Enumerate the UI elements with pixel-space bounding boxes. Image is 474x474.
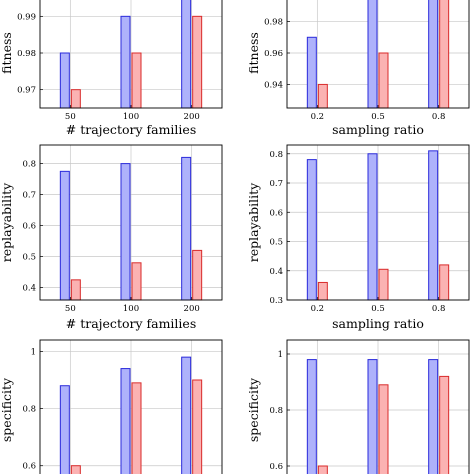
y-tick-label: 0.98 <box>17 49 36 59</box>
panel-specificity-trajectory-families: 0.60.8150100200 specificity <box>0 339 223 474</box>
y-tick-label: 0.4 <box>269 267 283 277</box>
y-tick-label: 1 <box>31 347 36 357</box>
y-tick-label: 0.6 <box>22 222 36 232</box>
bar-series-2-50 <box>70 279 81 301</box>
plot-frame <box>286 0 470 109</box>
y-tick-label: 0.98 <box>264 18 283 28</box>
y-tick-label: 0.7 <box>269 179 283 189</box>
bar-series-1-100 <box>120 15 131 109</box>
y-tick-label: 0.6 <box>269 208 283 218</box>
y-tick-label: 0.7 <box>22 191 36 201</box>
bar-series-1-50 <box>59 52 70 109</box>
bar-series-1-0.8 <box>428 359 439 474</box>
x-tick-label: 50 <box>65 304 76 314</box>
x-axis-label: sampling ratio <box>332 122 424 137</box>
x-tick-label: 0.8 <box>432 112 446 122</box>
y-tick-label: 0.8 <box>269 150 283 160</box>
bar-series-2-50 <box>70 89 81 109</box>
bar-series-1-0.8 <box>428 150 439 301</box>
x-tick-label: 100 <box>123 112 139 122</box>
y-tick-label: 0.99 <box>17 12 36 22</box>
x-axis-label: # trajectory families <box>66 122 196 137</box>
y-tick-label: 0.4 <box>22 284 36 294</box>
bar-series-1-0.2 <box>306 36 317 109</box>
x-tick-label: 0.5 <box>371 112 385 122</box>
panel-fitness-sampling-ratio: 0.94 0.96 0.98 0.2 0.5 0.8 fitness sampling r… <box>246 0 470 137</box>
plot-frame <box>39 0 223 109</box>
plot-frame <box>39 144 223 301</box>
y-tick-label: 0.94 <box>264 80 283 90</box>
bar-series-1-0.2 <box>306 159 317 301</box>
plot-frame <box>286 144 470 301</box>
y-tick-label: 0.8 <box>269 406 283 416</box>
y-tick-label: 0.96 <box>264 49 283 59</box>
bar-series-2-0.8 <box>439 264 450 301</box>
panel-fitness-trajectory-families: 0.97 0.98 0.99 50 100 200 fitness # trajector… <box>0 0 223 137</box>
bar-series-2-200 <box>192 379 203 474</box>
bar-series-1-50 <box>59 170 70 301</box>
y-tick-label: 0.6 <box>269 462 283 472</box>
y-axis-label: replayability <box>246 182 261 262</box>
x-tick-label: 0.5 <box>371 304 385 314</box>
bar-series-1-200 <box>181 156 192 301</box>
x-tick-label: 0.8 <box>432 304 446 314</box>
y-axis-label: specificity <box>0 377 14 442</box>
bar-series-1-200 <box>181 0 192 109</box>
y-tick-label: 1 <box>278 350 283 360</box>
bar-series-2-200 <box>192 249 203 301</box>
bar-series-1-50 <box>59 385 70 474</box>
y-axis-label: specificity <box>246 377 261 442</box>
bar-series-1-0.5 <box>367 359 378 474</box>
plot-frame <box>286 339 470 474</box>
bar-series-1-0.2 <box>306 359 317 474</box>
x-axis-label: # trajectory families <box>66 316 196 331</box>
x-axis-label: sampling ratio <box>332 316 424 331</box>
y-tick-label: 0.8 <box>22 405 36 415</box>
bar-series-2-0.2 <box>317 83 328 109</box>
x-tick-label: 200 <box>184 112 200 122</box>
x-tick-label: 0.2 <box>311 304 325 314</box>
y-tick-label: 0.8 <box>22 160 36 170</box>
y-tick-label: 0.5 <box>269 238 283 248</box>
bar-series-2-0.8 <box>439 0 450 109</box>
bar-series-2-50 <box>70 465 81 474</box>
y-tick-label: 0.3 <box>269 296 283 306</box>
bar-series-1-0.8 <box>428 0 439 109</box>
bar-series-2-0.5 <box>378 268 389 301</box>
bar-series-2-0.5 <box>378 52 389 109</box>
x-tick-label: 0.2 <box>311 112 325 122</box>
x-tick-label: 50 <box>65 112 76 122</box>
panel-specificity-sampling-ratio: 0.60.810.20.50.8 specificity <box>246 339 470 474</box>
y-tick-label: 0.5 <box>22 253 36 263</box>
bar-series-1-100 <box>120 368 131 474</box>
y-tick-label: 0.6 <box>22 462 36 472</box>
bar-series-2-0.2 <box>317 281 328 301</box>
bar-series-2-200 <box>192 15 203 109</box>
y-axis-label: replayability <box>0 182 14 262</box>
bar-series-2-0.2 <box>317 465 328 474</box>
bar-series-2-100 <box>131 52 142 109</box>
bar-series-2-0.5 <box>378 384 389 474</box>
bar-series-2-0.8 <box>439 375 450 474</box>
bar-series-1-100 <box>120 163 131 301</box>
bar-series-2-100 <box>131 382 142 474</box>
plot-frame <box>39 339 223 474</box>
x-tick-label: 100 <box>123 304 139 314</box>
bar-series-1-200 <box>181 356 192 474</box>
y-axis-label: fitness <box>0 32 14 74</box>
panel-replayability-trajectory-families: 0.4 0.5 0.6 0.7 0.8 50 100 200 replayability # … <box>0 144 223 331</box>
bar-series-2-100 <box>131 262 142 301</box>
y-axis-label: fitness <box>246 32 261 74</box>
bar-series-1-0.5 <box>367 0 378 109</box>
y-tick-label: 0.97 <box>17 86 36 96</box>
panel-replayability-sampling-ratio: 0.3 0.4 0.5 0.6 0.7 0.8 0.2 0.5 0.8 replayabilit… <box>246 144 470 331</box>
bar-series-1-0.5 <box>367 153 378 301</box>
x-tick-label: 200 <box>184 304 200 314</box>
